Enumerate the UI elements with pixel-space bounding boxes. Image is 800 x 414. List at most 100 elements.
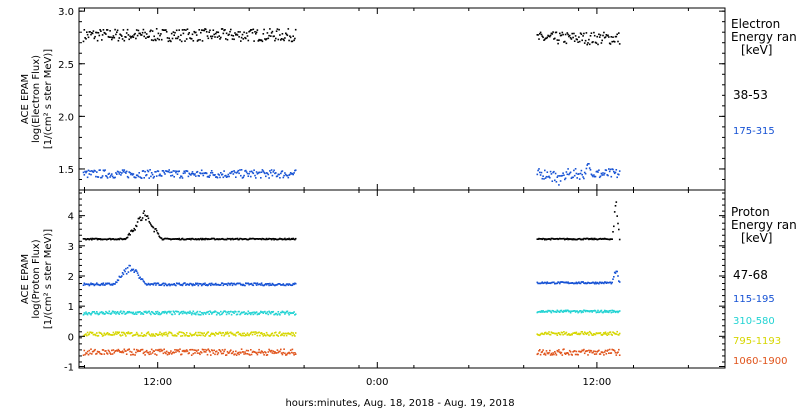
data-point	[240, 283, 243, 286]
data-point	[570, 310, 573, 312]
data-point	[99, 169, 101, 171]
data-point	[575, 38, 578, 40]
data-point	[212, 174, 215, 176]
data-point	[86, 238, 89, 240]
data-point	[89, 170, 91, 172]
data-point	[197, 331, 200, 334]
data-point	[590, 310, 593, 312]
data-point	[90, 33, 92, 36]
data-point	[259, 283, 261, 285]
data-point	[211, 349, 214, 352]
data-point	[236, 171, 239, 173]
data-point	[230, 282, 233, 284]
data-point	[262, 33, 265, 35]
data-point	[598, 282, 600, 285]
data-point	[583, 309, 585, 312]
data-point	[220, 310, 222, 313]
data-point	[132, 173, 135, 175]
data-point	[272, 237, 275, 240]
data-point	[165, 311, 167, 314]
data-point	[599, 281, 602, 284]
data-point	[597, 238, 599, 241]
data-point	[195, 175, 197, 177]
data-point	[556, 176, 559, 178]
data-point	[189, 237, 191, 240]
data-point	[605, 333, 608, 335]
data-point	[229, 284, 231, 286]
data-point	[274, 238, 276, 240]
data-point	[286, 283, 289, 285]
data-point	[204, 238, 206, 241]
data-point	[265, 38, 268, 40]
data-point	[588, 38, 590, 41]
data-point	[112, 282, 115, 285]
data-point	[249, 170, 251, 173]
data-point	[190, 283, 193, 286]
data-point	[617, 275, 619, 277]
data-point	[253, 282, 255, 284]
data-point	[278, 238, 280, 240]
data-point	[149, 30, 151, 33]
data-point	[272, 350, 275, 352]
data-point	[196, 170, 199, 173]
data-point	[590, 282, 593, 284]
data-point	[135, 333, 137, 336]
data-point	[576, 333, 578, 335]
data-point	[210, 35, 212, 38]
data-point	[592, 41, 594, 43]
data-point	[270, 334, 272, 336]
data-point	[290, 351, 293, 354]
data-point	[595, 353, 598, 355]
data-point	[111, 36, 114, 39]
data-point	[240, 174, 242, 177]
data-point	[596, 311, 598, 313]
electron-y-axis-title: ACE EPAM log(Electron Flux) [1/(cm² s st…	[20, 49, 54, 149]
data-point	[178, 237, 180, 240]
data-point	[606, 311, 608, 313]
data-point	[293, 283, 295, 286]
data-point	[179, 348, 181, 350]
data-point	[545, 282, 548, 285]
data-point	[172, 170, 175, 172]
data-point	[195, 282, 197, 285]
data-point	[549, 354, 552, 356]
data-point	[155, 354, 158, 356]
data-point	[125, 312, 128, 314]
data-point	[190, 312, 192, 314]
data-point	[100, 353, 102, 355]
data-point	[569, 334, 572, 336]
data-point	[125, 332, 128, 334]
data-point	[561, 31, 564, 34]
data-point	[231, 284, 234, 287]
data-point	[101, 34, 104, 36]
data-point	[593, 350, 595, 352]
data-point	[258, 238, 260, 240]
data-point	[258, 331, 260, 334]
data-point	[209, 310, 211, 312]
data-point	[290, 331, 293, 334]
data-point	[171, 174, 174, 177]
data-point	[204, 348, 206, 351]
data-point	[292, 173, 294, 176]
data-point	[202, 349, 205, 351]
data-point	[576, 38, 578, 41]
data-point	[129, 350, 131, 353]
data-point	[259, 334, 261, 337]
data-point	[217, 238, 220, 241]
data-point	[125, 335, 127, 337]
data-point	[608, 168, 610, 170]
data-point	[270, 350, 272, 353]
data-point	[590, 237, 593, 240]
data-point	[101, 176, 103, 179]
data-point	[292, 282, 294, 285]
data-point	[186, 238, 189, 240]
data-point	[159, 350, 161, 353]
data-point	[613, 309, 615, 312]
data-point	[610, 333, 613, 336]
data-point	[145, 215, 148, 217]
data-point	[273, 35, 275, 37]
data-point	[134, 270, 136, 272]
data-point	[545, 37, 548, 40]
data-point	[155, 312, 158, 315]
data-point	[136, 174, 139, 177]
